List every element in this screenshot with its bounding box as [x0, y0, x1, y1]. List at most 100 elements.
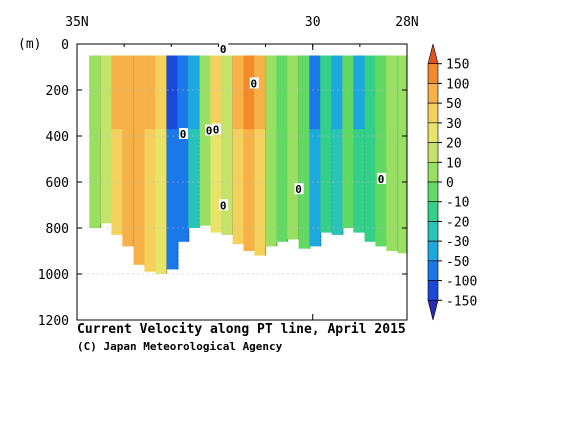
velocity-core [397, 55, 407, 130]
velocity-column [122, 55, 135, 247]
velocity-column [353, 55, 366, 233]
colorbar-level-label: 10 [446, 156, 462, 171]
colorbar-level-label: -50 [446, 255, 469, 270]
velocity-core [265, 55, 278, 130]
y-tick-label: 0 [61, 38, 69, 53]
velocity-core [364, 55, 377, 130]
velocity-column [232, 55, 245, 245]
velocity-column [221, 55, 234, 235]
velocity-column [386, 55, 399, 251]
colorbar-segment [427, 201, 439, 222]
velocity-column [144, 55, 157, 272]
velocity-column [188, 55, 201, 228]
velocity-core [276, 55, 289, 130]
colorbar-segment [427, 221, 439, 242]
zero-contour-label: 0 [220, 199, 227, 212]
colorbar-segment [427, 280, 439, 301]
velocity-column [342, 55, 355, 228]
y-tick-label: 800 [46, 222, 69, 237]
velocity-core [89, 55, 102, 130]
velocity-column [265, 55, 278, 247]
velocity-core [342, 55, 355, 130]
velocity-column [298, 55, 311, 249]
velocity-core [331, 55, 344, 130]
x-tick-label: 35N [65, 15, 88, 30]
colorbar-segment [427, 142, 439, 163]
velocity-column [254, 55, 267, 256]
velocity-core [386, 55, 399, 130]
colorbar-level-label: -150 [446, 294, 477, 309]
colorbar-level-label: 20 [446, 137, 462, 152]
velocity-core [375, 55, 388, 130]
x-axis: 35N 30 28N [65, 15, 419, 320]
velocity-core [166, 55, 179, 130]
velocity-core [254, 55, 267, 130]
velocity-core [210, 55, 223, 130]
y-tick-label: 1000 [38, 268, 69, 283]
colorbar-level-label: -20 [446, 215, 469, 230]
colorbar-segment [427, 299, 439, 321]
colorbar-level-label: -30 [446, 235, 469, 250]
zero-contour-label: 0 [220, 43, 227, 56]
depth-guidelines [77, 89, 407, 275]
velocity-column [166, 55, 179, 270]
velocity-column [320, 55, 333, 233]
velocity-column [397, 55, 407, 254]
colorbar-segment [427, 63, 439, 84]
zero-label-bg [212, 123, 222, 135]
velocity-column [243, 55, 256, 251]
velocity-core [144, 55, 157, 130]
velocity-column [177, 55, 190, 242]
x-tick-label: 30 [305, 15, 321, 30]
zero-contour-label: 0 [213, 123, 220, 136]
zero-label-bg [179, 128, 189, 139]
velocity-column [133, 55, 146, 265]
velocity-column [111, 55, 124, 235]
velocity-column [309, 55, 322, 247]
zero-contour-label: 0 [250, 77, 257, 90]
colorbar [427, 43, 439, 321]
zero-contour-label: 0 [295, 183, 302, 196]
velocity-column [210, 55, 223, 233]
velocity-core [188, 55, 201, 130]
zero-label-bg [205, 124, 214, 136]
colorbar-segment [427, 43, 439, 65]
colorbar-segment [427, 161, 439, 183]
velocity-column [375, 55, 388, 247]
velocity-column [155, 55, 168, 274]
velocity-column [89, 55, 102, 228]
colorbar-segment [427, 260, 439, 281]
velocity-core [243, 55, 256, 130]
velocity-core [155, 55, 168, 130]
velocity-core [309, 55, 322, 130]
colorbar-level-label: -10 [446, 196, 469, 211]
colorbar-segment [427, 240, 439, 262]
copyright-credit: (C) Japan Meteorological Agency [77, 340, 283, 353]
colorbar-level-label: 50 [446, 97, 462, 112]
colorbar-segment [427, 83, 439, 104]
zero-label-bg [219, 199, 229, 211]
velocity-core [221, 55, 234, 130]
velocity-core [177, 55, 190, 130]
velocity-core [232, 55, 245, 130]
velocity-field [89, 55, 407, 274]
velocity-core [111, 55, 124, 130]
zero-contour-label: 0 [180, 128, 187, 141]
velocity-core [100, 55, 113, 130]
colorbar-level-label: 150 [446, 58, 469, 73]
velocity-core [320, 55, 333, 130]
colorbar-level-label: 30 [446, 117, 462, 132]
y-tick-label: 600 [46, 176, 69, 191]
chart-title: Current Velocity along PT line, April 20… [77, 322, 406, 337]
y-tick-label: 1200 [38, 314, 69, 329]
velocity-column [199, 55, 212, 226]
velocity-column [276, 55, 289, 242]
velocity-column [100, 55, 113, 224]
zero-label-bg [377, 172, 387, 184]
y-tick-label: 400 [46, 130, 69, 145]
colorbar-level-label: -100 [446, 275, 477, 290]
velocity-column [364, 55, 377, 242]
y-axis: 0 200 400 600 800 1000 1200 [38, 38, 407, 329]
velocity-core [199, 55, 212, 130]
